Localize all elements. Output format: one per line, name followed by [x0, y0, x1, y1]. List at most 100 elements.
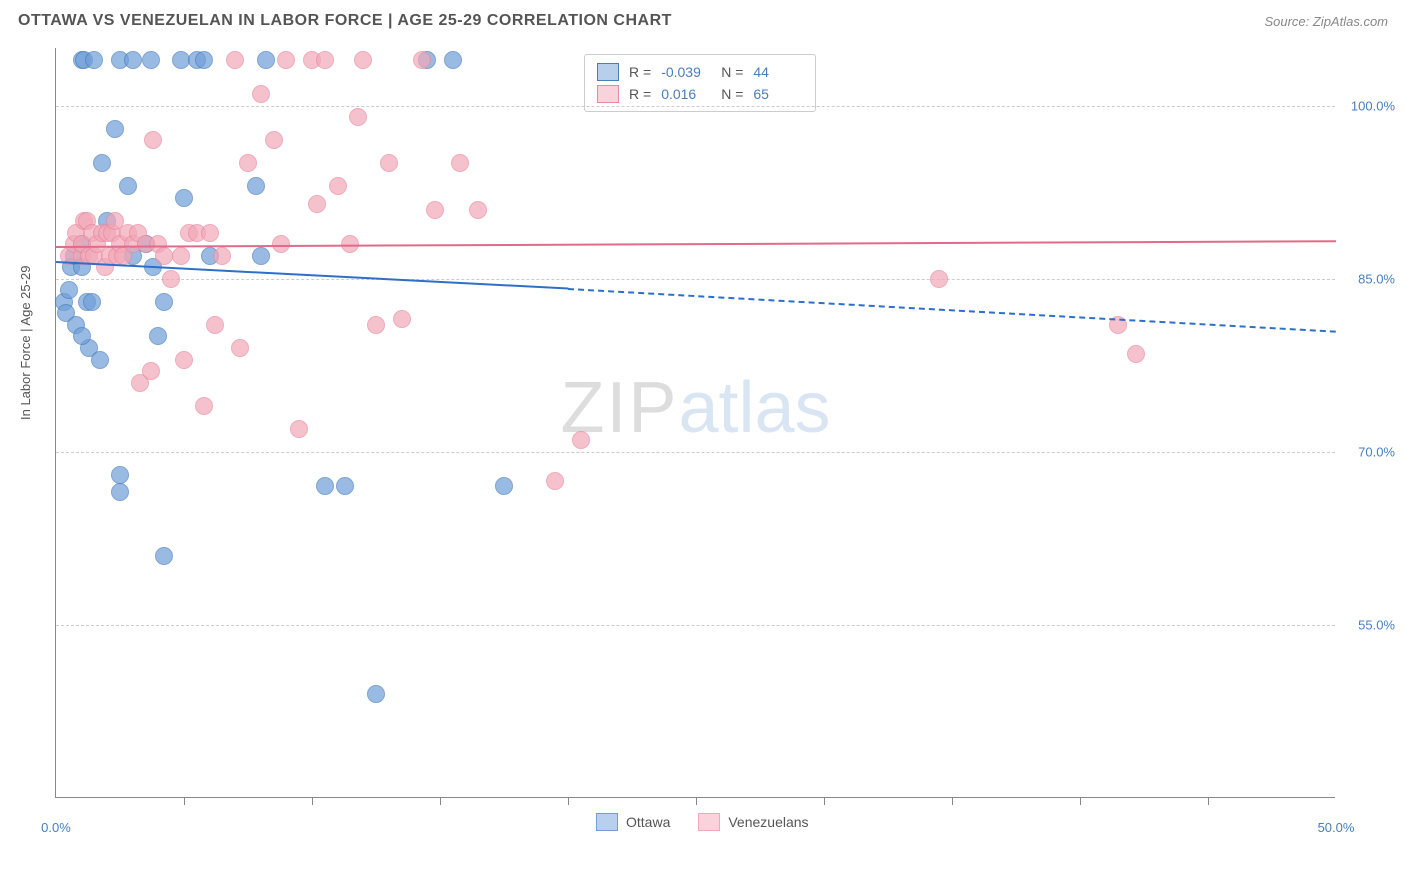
gridline [56, 106, 1335, 107]
watermark: ZIPatlas [560, 367, 830, 449]
stats-row-venezuelans: R = 0.016 N = 65 [597, 83, 803, 105]
data-point [119, 177, 137, 195]
x-tick-label: 50.0% [1318, 820, 1355, 835]
data-point [175, 351, 193, 369]
data-point [451, 154, 469, 172]
n-label: N = [721, 86, 743, 102]
data-point [144, 131, 162, 149]
watermark-atlas: atlas [678, 368, 830, 448]
data-point [239, 154, 257, 172]
data-point [495, 477, 513, 495]
data-point [142, 51, 160, 69]
data-point [60, 281, 78, 299]
data-point [265, 131, 283, 149]
y-tick-label: 100.0% [1340, 98, 1395, 113]
data-point [247, 177, 265, 195]
legend-swatch-venezuelans [698, 813, 720, 831]
data-point [93, 154, 111, 172]
x-tick [824, 797, 825, 805]
data-point [252, 85, 270, 103]
legend-swatch-ottawa [596, 813, 618, 831]
data-point [277, 51, 295, 69]
data-point [572, 431, 590, 449]
x-tick [440, 797, 441, 805]
x-tick [1208, 797, 1209, 805]
r-label: R = [629, 86, 651, 102]
r-value-ottawa: -0.039 [661, 64, 711, 80]
scatter-plot-area: ZIPatlas R = -0.039 N = 44 R = 0.016 N =… [55, 48, 1335, 798]
legend-label-ottawa: Ottawa [626, 814, 670, 830]
data-point [172, 247, 190, 265]
data-point [546, 472, 564, 490]
data-point [252, 247, 270, 265]
data-point [142, 362, 160, 380]
data-point [469, 201, 487, 219]
data-point [73, 327, 91, 345]
data-point [231, 339, 249, 357]
swatch-venezuelans [597, 85, 619, 103]
data-point [111, 466, 129, 484]
legend-label-venezuelans: Venezuelans [728, 814, 808, 830]
data-point [195, 397, 213, 415]
data-point [367, 685, 385, 703]
data-point [444, 51, 462, 69]
data-point [111, 483, 129, 501]
data-point [316, 51, 334, 69]
data-point [226, 51, 244, 69]
gridline [56, 279, 1335, 280]
data-point [155, 247, 173, 265]
data-point [175, 189, 193, 207]
data-point [354, 51, 372, 69]
data-point [426, 201, 444, 219]
data-point [149, 327, 167, 345]
legend-item-venezuelans: Venezuelans [698, 813, 808, 831]
data-point [201, 224, 219, 242]
data-point [106, 120, 124, 138]
data-point [213, 247, 231, 265]
x-tick [184, 797, 185, 805]
gridline [56, 625, 1335, 626]
data-point [206, 316, 224, 334]
x-tick [1080, 797, 1081, 805]
x-tick [568, 797, 569, 805]
swatch-ottawa [597, 63, 619, 81]
x-tick-label: 0.0% [41, 820, 71, 835]
x-tick [952, 797, 953, 805]
y-axis-title: In Labor Force | Age 25-29 [18, 266, 33, 420]
data-point [380, 154, 398, 172]
n-label: N = [721, 64, 743, 80]
data-point [91, 351, 109, 369]
data-point [1127, 345, 1145, 363]
data-point [329, 177, 347, 195]
chart-title: OTTAWA VS VENEZUELAN IN LABOR FORCE | AG… [18, 12, 672, 30]
gridline [56, 452, 1335, 453]
y-tick-label: 55.0% [1340, 617, 1395, 632]
data-point [393, 310, 411, 328]
legend-item-ottawa: Ottawa [596, 813, 670, 831]
series-legend: Ottawa Venezuelans [596, 813, 809, 831]
data-point [85, 51, 103, 69]
data-point [155, 547, 173, 565]
data-point [257, 51, 275, 69]
trend-line [568, 288, 1336, 333]
x-tick [312, 797, 313, 805]
stats-row-ottawa: R = -0.039 N = 44 [597, 61, 803, 83]
data-point [308, 195, 326, 213]
x-tick [696, 797, 697, 805]
trend-line [56, 261, 568, 290]
data-point [162, 270, 180, 288]
data-point [413, 51, 431, 69]
data-point [155, 293, 173, 311]
y-tick-label: 85.0% [1340, 271, 1395, 286]
trend-line [56, 241, 1336, 249]
n-value-venezuelans: 65 [753, 86, 803, 102]
r-value-venezuelans: 0.016 [661, 86, 711, 102]
data-point [195, 51, 213, 69]
data-point [124, 51, 142, 69]
data-point [316, 477, 334, 495]
data-point [83, 293, 101, 311]
stats-legend: R = -0.039 N = 44 R = 0.016 N = 65 [584, 54, 816, 112]
y-tick-label: 70.0% [1340, 444, 1395, 459]
data-point [930, 270, 948, 288]
source-attribution: Source: ZipAtlas.com [1264, 14, 1388, 29]
